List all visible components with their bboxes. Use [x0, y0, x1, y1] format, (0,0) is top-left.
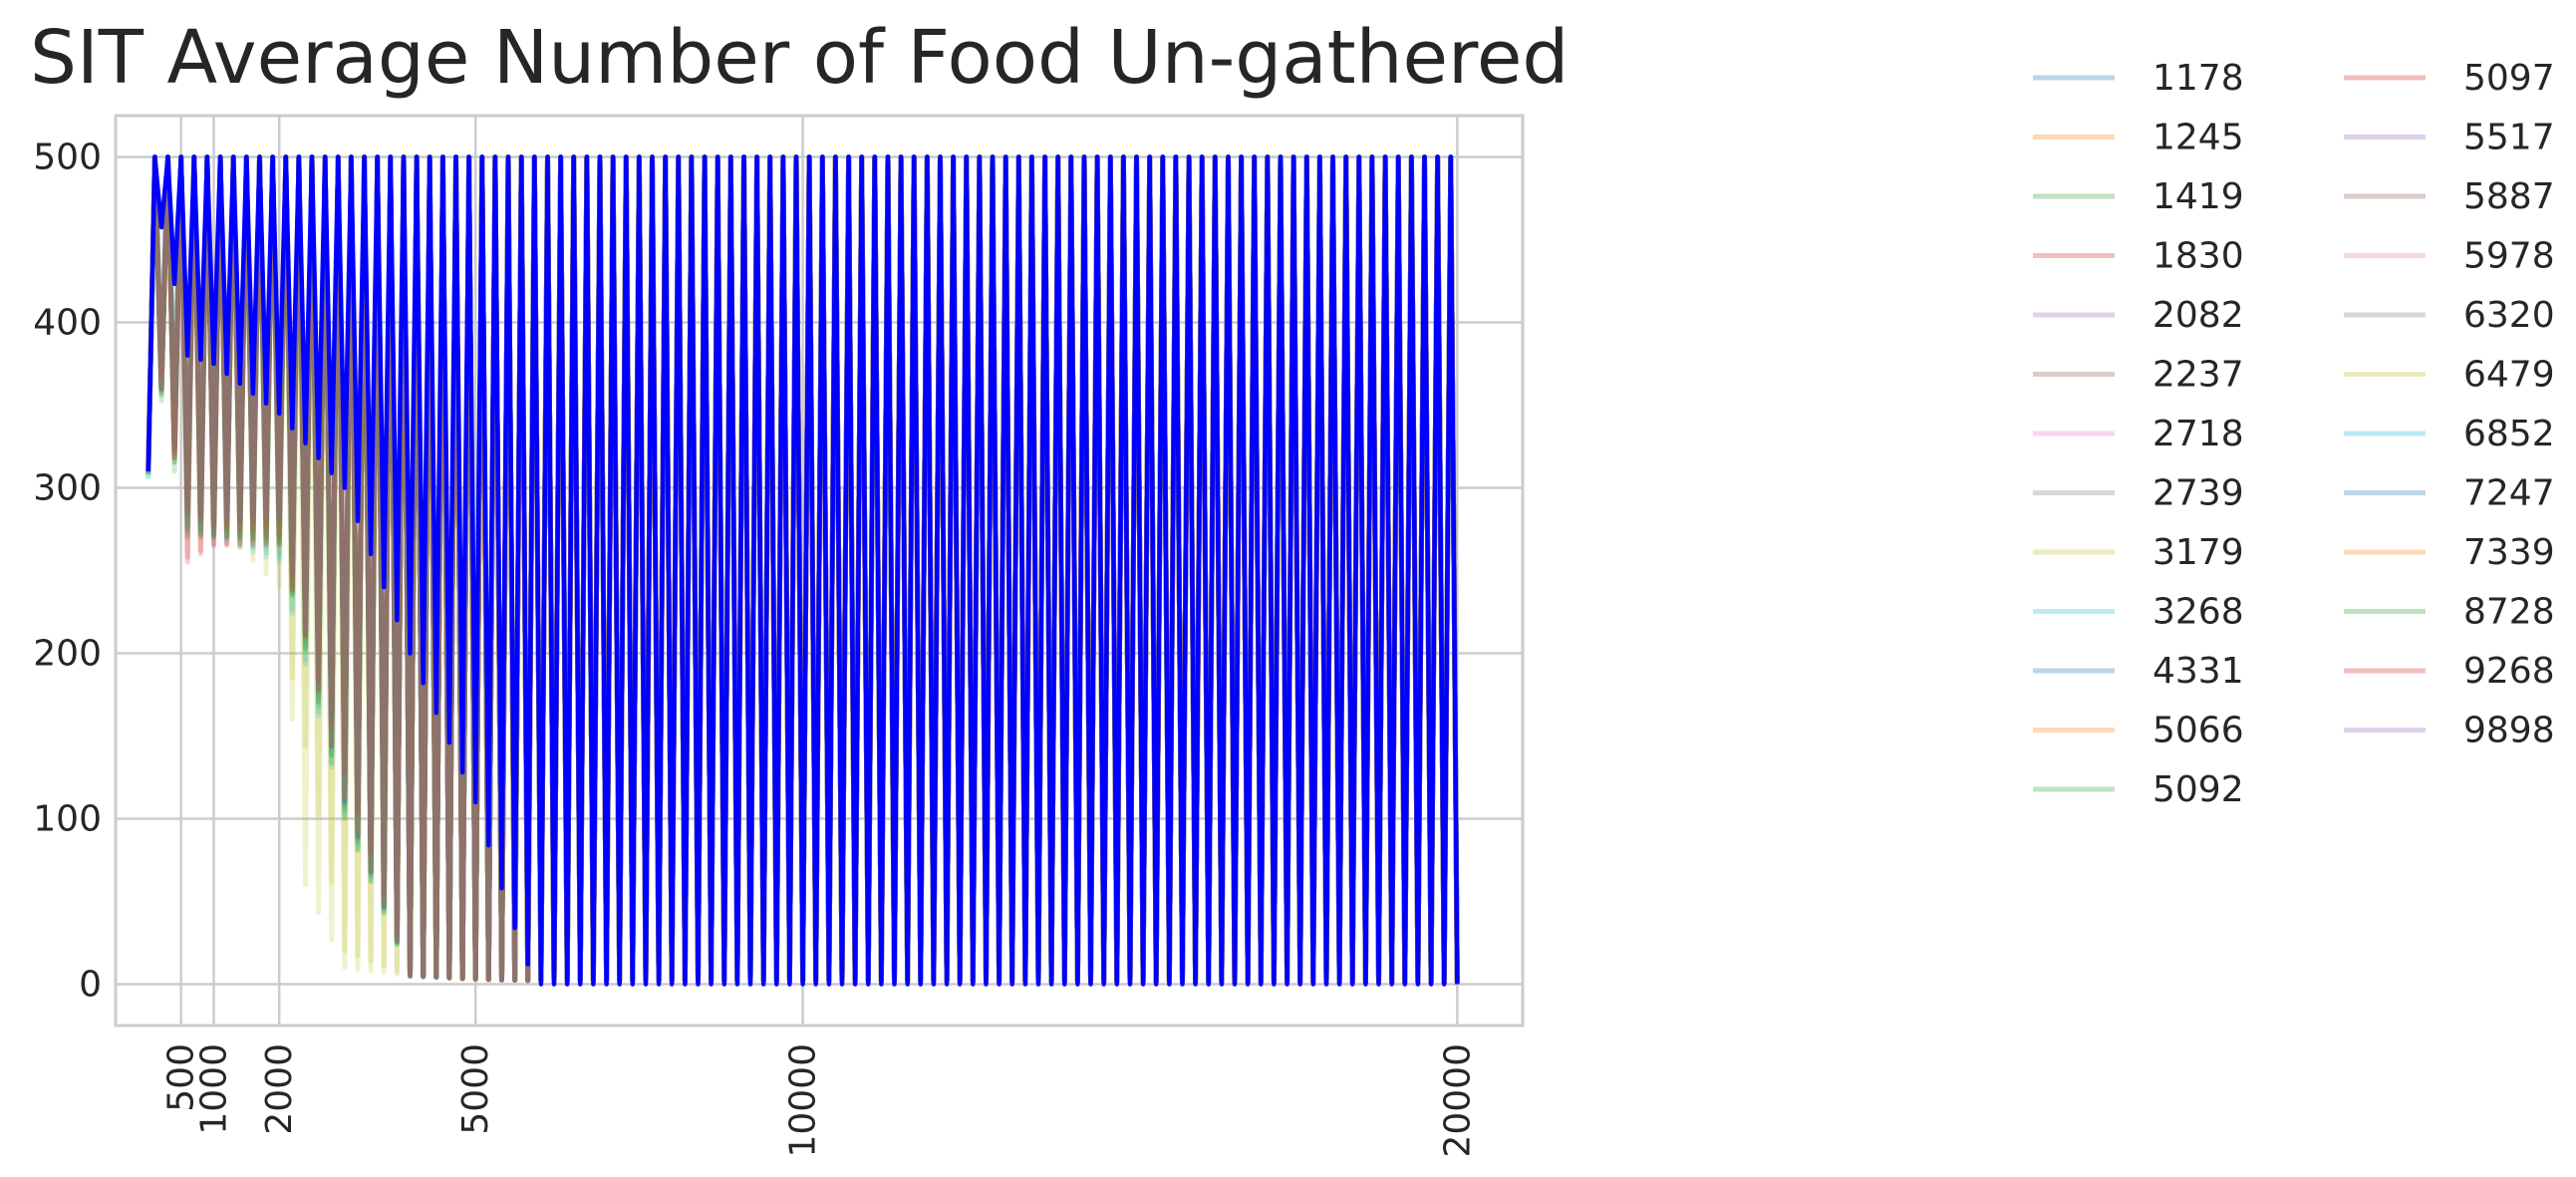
- legend-label: 2718: [2152, 414, 2244, 454]
- highlight-line: [145, 154, 1460, 987]
- legend-label: 9268: [2463, 651, 2555, 692]
- x-tick-label: 500: [161, 1043, 202, 1112]
- legend-label: 1245: [2152, 118, 2244, 158]
- legend-label: 1419: [2152, 176, 2244, 217]
- legend-label: 5066: [2152, 711, 2244, 751]
- legend-label: 6852: [2463, 414, 2555, 454]
- legend: 1178 1245 1419 1830 2082 2237 2718 2739 3179 3268…: [2033, 58, 2555, 810]
- highlight-series-group: [145, 154, 1460, 987]
- legend-label: 5978: [2463, 236, 2555, 277]
- legend-label: 8728: [2463, 592, 2555, 633]
- legend-label: 5097: [2463, 58, 2555, 99]
- legend-label: 1178: [2152, 58, 2244, 99]
- y-tick-label: 0: [79, 965, 102, 1006]
- legend-label: 5517: [2463, 118, 2555, 158]
- legend-label: 3179: [2152, 532, 2244, 573]
- legend-label: 5887: [2463, 176, 2555, 217]
- legend-label: 7339: [2463, 532, 2555, 573]
- legend-label: 5092: [2152, 769, 2244, 810]
- legend-label: 9898: [2463, 711, 2555, 751]
- x-tick-label: 20000: [1437, 1043, 1478, 1158]
- legend-label: 1830: [2152, 236, 2244, 277]
- legend-label: 2082: [2152, 295, 2244, 336]
- plot-frame: [114, 114, 1525, 1028]
- chart-title: SIT Average Number of Food Un-gathered: [30, 15, 1569, 101]
- y-tick-label: 100: [33, 799, 102, 840]
- legend-label: 4331: [2152, 651, 2244, 692]
- y-tick-label: 200: [33, 634, 102, 675]
- legend-label: 7247: [2463, 473, 2555, 514]
- x-tick-label: 1000: [194, 1043, 235, 1135]
- x-tick-label: 5000: [455, 1043, 496, 1135]
- y-tick-label: 400: [33, 303, 102, 344]
- y-tick-label: 300: [33, 468, 102, 509]
- x-tick-label: 10000: [783, 1043, 824, 1158]
- legend-label: 6479: [2463, 355, 2555, 396]
- legend-label: 3268: [2152, 592, 2244, 633]
- x-tick-label: 2000: [259, 1043, 300, 1135]
- y-tick-label: 500: [33, 138, 102, 178]
- legend-label: 2739: [2152, 473, 2244, 514]
- legend-label: 2237: [2152, 355, 2244, 396]
- legend-label: 6320: [2463, 295, 2555, 336]
- y-axis: 0 100 200 300 400 500: [33, 138, 102, 1006]
